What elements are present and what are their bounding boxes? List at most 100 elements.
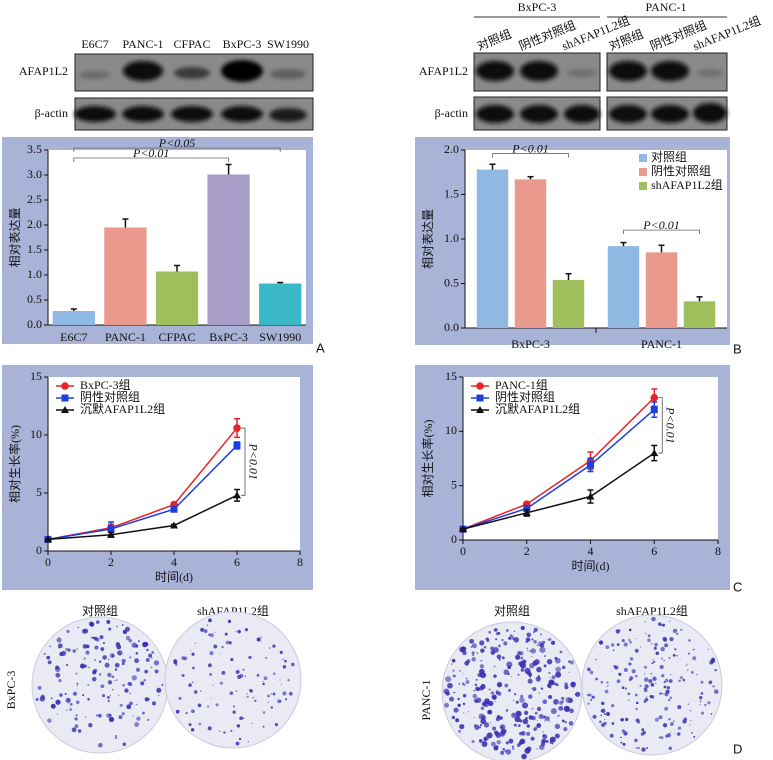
bracket [73,157,229,162]
bar [607,246,640,328]
colony [693,735,696,738]
colony [471,739,475,744]
colony [691,731,693,734]
row-label: BxPC-3 [4,671,18,710]
colony [550,708,557,715]
colony [620,736,622,739]
y-tick-label: 2.0 [27,217,42,231]
colony [107,699,110,703]
colony [520,694,524,698]
colony [642,730,646,735]
colony [634,648,639,653]
colony [563,727,568,732]
colony [533,627,538,632]
annotation: P<0.01 [246,442,260,479]
colony [540,687,544,690]
y-tick-label: 5 [451,477,457,491]
colony [530,648,536,654]
lane-label: CFPAC [174,37,211,51]
colony [660,624,663,627]
colony [526,724,530,728]
colony [568,721,574,726]
colony [687,669,689,671]
colony [115,736,118,739]
colony [98,742,103,748]
colony [492,726,497,731]
colony [672,628,678,634]
colony [670,722,674,726]
colony [682,719,687,724]
x-tick-label: 6 [234,555,240,569]
colony [493,745,499,751]
colony [493,674,497,678]
colony [560,696,565,701]
colony [712,685,715,688]
colony [510,676,512,678]
colony [641,747,646,752]
colony [539,646,546,654]
colony [453,691,455,694]
colony [643,677,649,682]
colonies: 对照组 shAFAP1L2组 BxPC-3 对照组 shAFAP1L2组 PAN… [4,604,723,760]
colony [459,670,461,672]
colony [76,682,79,685]
colony [106,619,111,624]
colony [572,682,574,685]
colony [554,733,560,739]
colony [548,671,551,674]
colony [97,713,102,718]
colony [116,625,118,628]
colony [122,629,128,635]
y-tick-label: 0.0 [444,320,459,334]
colony [115,679,118,681]
colony [623,731,628,736]
colony [674,733,676,735]
annotation: P<0.01 [664,406,678,443]
colony [108,716,115,723]
x-tick-label: 6 [651,544,657,558]
y-tick-label: 0.5 [444,275,459,289]
colony [699,696,703,700]
colony [525,637,531,642]
colony [601,701,605,706]
colony [654,642,658,647]
colony [505,741,509,745]
band [651,105,689,123]
colony [490,646,495,651]
colony [549,736,556,743]
colony [145,658,150,662]
colony [572,686,575,689]
colony [173,660,178,665]
colony [631,669,636,674]
colony [623,668,628,672]
colony [669,637,674,642]
colony [622,742,626,746]
colony [551,742,554,745]
colony [615,629,620,634]
band [221,106,263,122]
colony [488,688,491,691]
colony [670,731,672,733]
charts: 0.0 0.5 1.0 1.5 2.0 2.5 3.0 3.5 相对表达量 E6C7 PANC-1 C… [2,136,730,590]
lane-label: BxPC-3 [223,37,262,51]
colony [507,672,510,676]
colony [526,647,528,650]
colony [118,694,120,697]
colony [508,738,514,744]
colony [525,661,527,663]
colony [470,646,473,648]
colony [72,649,76,653]
colony [530,736,535,741]
colony [479,726,481,729]
colony [495,732,502,739]
colony [600,714,603,717]
colony [668,718,671,721]
colony [129,656,132,659]
colony [268,647,271,649]
colony [188,683,192,687]
colony [230,658,234,662]
colony [628,678,632,682]
colony [100,684,105,689]
colony [147,718,150,721]
colony [527,650,529,652]
